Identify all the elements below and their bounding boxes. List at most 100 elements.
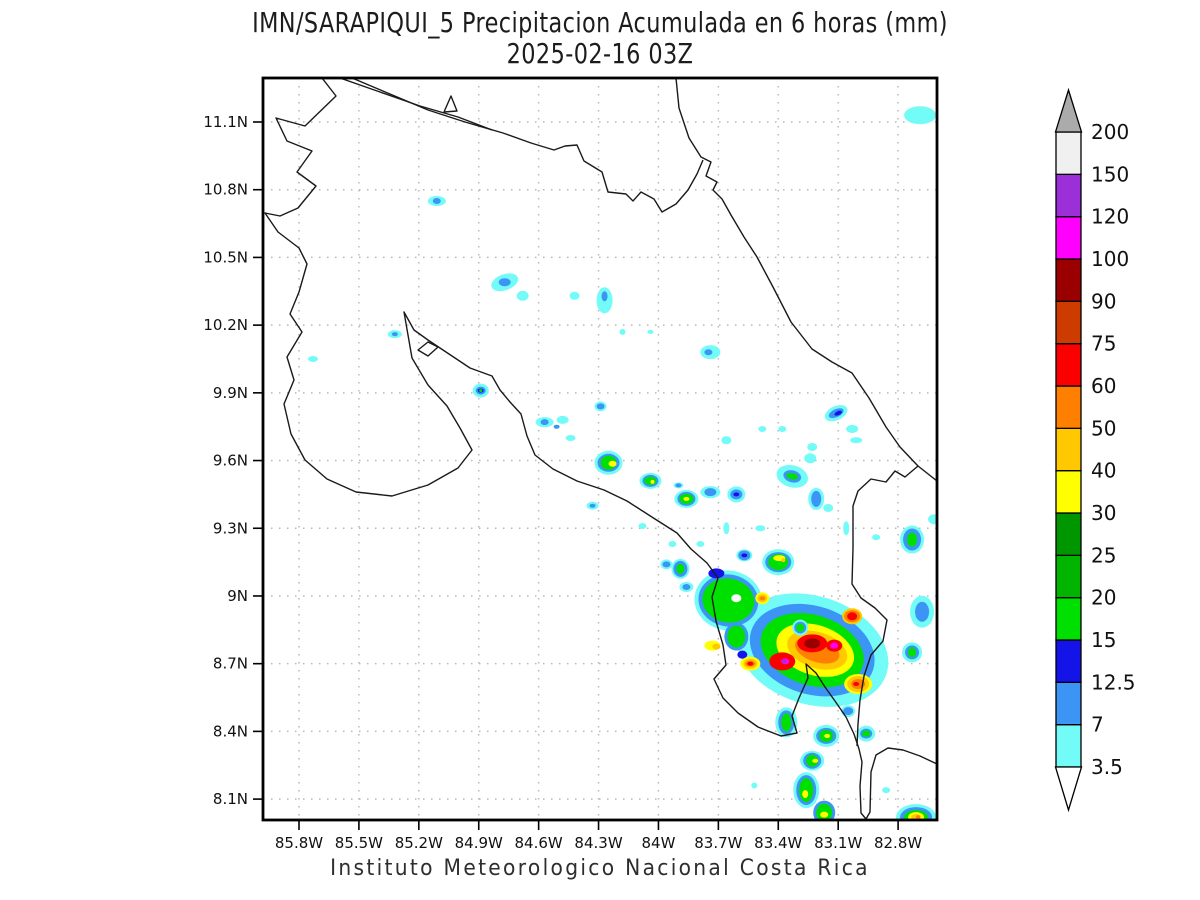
precip-cell <box>781 608 788 615</box>
precip-contour <box>668 541 677 548</box>
precip-contour <box>704 349 713 356</box>
precip-cell <box>910 595 935 628</box>
colorbar-label: 90 <box>1091 289 1116 313</box>
precip-contour <box>727 625 746 648</box>
nicaragua-border-path <box>351 78 704 213</box>
precip-cell <box>841 705 856 718</box>
lat-tick-label: 9N <box>227 587 248 605</box>
colorbar-segment <box>1055 681 1082 726</box>
precip-cell <box>619 328 626 335</box>
precip-contour <box>676 563 685 574</box>
precip-contour <box>904 106 937 125</box>
precip-contour <box>799 778 814 803</box>
colorbar-segment <box>1055 173 1082 218</box>
precip-contour <box>565 434 576 441</box>
precip-contour <box>589 503 596 508</box>
footer-caption: Instituto Meteorologico Nacional Costa R… <box>330 856 870 881</box>
precip-cell <box>569 291 580 300</box>
page-subtitle: 2025-02-16 03Z <box>506 37 694 70</box>
precip-cell <box>808 487 825 510</box>
precip-cell <box>872 534 881 541</box>
caribbean-coastline-path <box>675 78 937 482</box>
precip-contour <box>696 541 705 548</box>
colorbar-under-arrow <box>1054 766 1083 813</box>
precip-contour <box>830 642 839 649</box>
precip-contour <box>781 608 788 615</box>
precip-cell <box>758 425 767 432</box>
precip-cell <box>491 273 519 292</box>
precip-cell <box>844 673 873 694</box>
precip-contour <box>733 492 740 497</box>
precip-cell <box>660 559 673 570</box>
colorbar-segment <box>1055 470 1082 514</box>
precip-contour <box>846 424 859 433</box>
precip-cell <box>565 434 576 441</box>
precip-contour <box>850 437 863 444</box>
axes-and-colorbar-layer: 11.1N 10.8N 10.5N 10.2N 9.9N 9.6N 9.3N 9N 8.7N 8.… <box>203 76 1136 852</box>
precip-cell <box>813 800 836 820</box>
precip-contour <box>755 525 766 532</box>
precip-contour <box>731 594 742 603</box>
colorbar-segment <box>1055 385 1082 429</box>
precip-contour <box>702 578 755 623</box>
precip-contour <box>704 488 717 497</box>
precip-contour <box>307 355 318 362</box>
lat-tick-label: 10.2N <box>203 316 248 334</box>
lat-tick-label: 8.4N <box>213 722 248 740</box>
colorbar-segment <box>1055 639 1082 683</box>
precip-contour <box>601 291 608 302</box>
precip-cell <box>700 486 721 499</box>
precip-cell <box>797 634 828 653</box>
precip-contour <box>747 661 754 666</box>
precip-cells-layer <box>307 106 937 820</box>
precip-contour <box>391 332 398 337</box>
lon-tick-label: 82.8W <box>874 834 922 852</box>
precip-cell <box>556 415 569 424</box>
colorbar-segment <box>1055 427 1082 472</box>
precip-contour <box>807 443 818 452</box>
lat-tick-label: 8.1N <box>213 790 248 808</box>
precip-contour <box>796 623 805 632</box>
lat-tick-label: 10.5N <box>203 248 248 266</box>
precip-contour <box>721 436 732 445</box>
lon-tick-label: 84W <box>641 834 675 852</box>
precip-contour <box>723 522 730 535</box>
precip-cell <box>900 525 925 554</box>
precip-cell <box>586 501 599 510</box>
precip-contour <box>782 659 787 664</box>
precip-cell <box>769 652 796 671</box>
precip-cell <box>553 424 560 429</box>
precip-cell <box>804 453 817 464</box>
colorbar-label: 12.5 <box>1091 670 1136 694</box>
precip-contour <box>759 596 766 601</box>
precip-contour <box>872 534 881 541</box>
precip-contour <box>758 425 767 432</box>
colorbar-segment <box>1055 216 1082 260</box>
precip-cell <box>740 656 761 671</box>
lat-tick-label: 9.9N <box>213 384 248 402</box>
precip-contour <box>608 460 617 467</box>
precip-cell <box>674 489 699 508</box>
precip-cell <box>800 750 825 771</box>
precip-contour <box>812 758 819 763</box>
precip-contour <box>516 290 529 301</box>
precip-contour <box>751 782 758 789</box>
precip-contour <box>778 425 787 432</box>
colorbar-segment <box>1055 258 1082 302</box>
pacific-coastline-path <box>264 78 937 820</box>
precip-contour <box>619 328 626 335</box>
precip-cell <box>824 405 848 422</box>
precip-contour <box>781 713 792 732</box>
precip-contour <box>804 453 817 464</box>
precip-cell <box>762 549 795 576</box>
precip-contour <box>823 503 834 512</box>
precip-cell <box>668 541 677 548</box>
precip-cell <box>850 437 863 444</box>
precip-contour <box>916 815 921 820</box>
precip-contour <box>737 650 748 659</box>
precip-cell <box>639 472 662 489</box>
precip-contour <box>540 419 549 426</box>
lon-tick-label: 83.4W <box>754 834 802 852</box>
panama-border-path <box>851 465 919 747</box>
